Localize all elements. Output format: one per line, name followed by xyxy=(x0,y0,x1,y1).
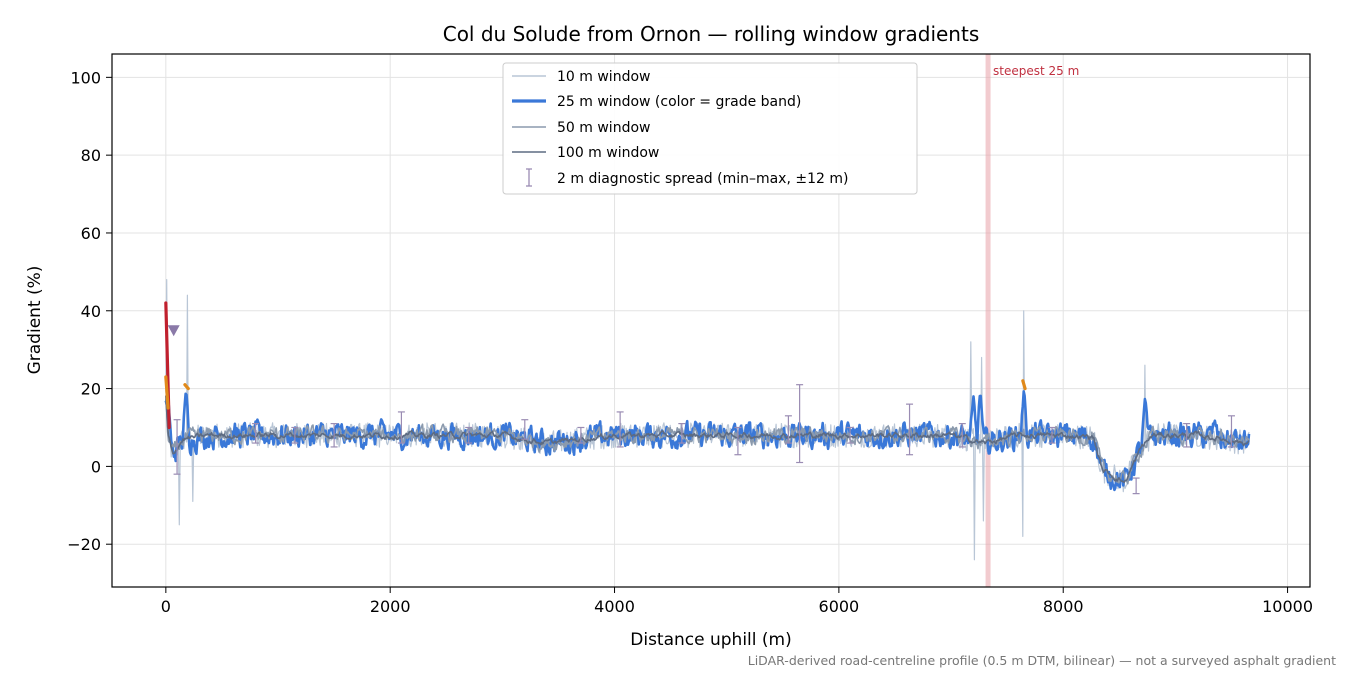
error-bar xyxy=(734,426,742,456)
error-bar xyxy=(465,426,473,444)
footnote: LiDAR-derived road-centreline profile (0… xyxy=(748,653,1336,668)
legend-box xyxy=(502,62,918,195)
y-tick-label: 80 xyxy=(81,146,101,165)
error-bar xyxy=(577,426,585,444)
error-bar xyxy=(252,422,260,444)
error-bar xyxy=(330,422,338,448)
legend-label-25m: 25 m window (color = grade band) xyxy=(557,94,801,110)
error-bar xyxy=(678,422,686,444)
steepest-annotation: steepest 25 m xyxy=(993,64,1079,78)
ticks: 0 2000 4000 6000 8000 10000 −20 0 20 40 60 80 100 xyxy=(67,68,1313,616)
y-tick-label: 40 xyxy=(81,302,101,321)
grade-band-segment xyxy=(183,383,190,391)
error-bar xyxy=(1132,477,1140,495)
x-tick-label: 0 xyxy=(161,597,171,616)
x-tick-label: 4000 xyxy=(594,597,635,616)
x-tick-label: 8000 xyxy=(1043,597,1084,616)
y-tick-label: 0 xyxy=(91,457,101,476)
legend: 10 m window 25 m window (color = grade b… xyxy=(502,62,918,195)
y-axis-title: Gradient (%) xyxy=(25,266,45,375)
error-bar xyxy=(796,384,804,464)
steepest-band xyxy=(985,54,991,587)
error-bar xyxy=(846,426,854,444)
series-100m-line xyxy=(165,395,1250,484)
y-tick-label: 100 xyxy=(70,68,101,87)
x-tick-label: 6000 xyxy=(819,597,860,616)
y-tick-label: −20 xyxy=(67,535,101,554)
chart-title: Col du Solude from Ornon — rolling windo… xyxy=(443,22,980,46)
x-axis-title: Distance uphill (m) xyxy=(630,630,791,650)
grade-band-segment xyxy=(1021,379,1027,391)
series-50m-line xyxy=(165,399,1250,485)
steepest-marker xyxy=(167,325,180,337)
legend-label-100m: 100 m window xyxy=(557,145,659,161)
y-tick-label: 20 xyxy=(81,380,101,399)
x-tick-label: 10000 xyxy=(1262,597,1313,616)
error-bar xyxy=(521,419,529,440)
error-bar xyxy=(397,411,405,444)
error-bar xyxy=(906,403,914,456)
error-bar xyxy=(1183,422,1191,448)
error-bar xyxy=(784,415,792,444)
error-bar xyxy=(616,411,624,448)
data-layer xyxy=(164,54,1251,587)
plot-frame xyxy=(111,53,1311,588)
error-bar xyxy=(958,422,966,448)
error-bar xyxy=(1227,415,1235,448)
error-bar xyxy=(291,426,299,444)
legend-swatch-errorbar xyxy=(526,168,532,187)
y-tick-label: 60 xyxy=(81,224,101,243)
grade-band-segment xyxy=(164,375,170,410)
legend-label-10m: 10 m window xyxy=(557,69,650,85)
error-bar xyxy=(173,419,181,475)
x-tick-label: 2000 xyxy=(370,597,411,616)
legend-label-errorbar: 2 m diagnostic spread (min–max, ±12 m) xyxy=(557,171,848,187)
legend-label-50m: 50 m window xyxy=(557,120,650,136)
error-bar xyxy=(1048,426,1056,444)
